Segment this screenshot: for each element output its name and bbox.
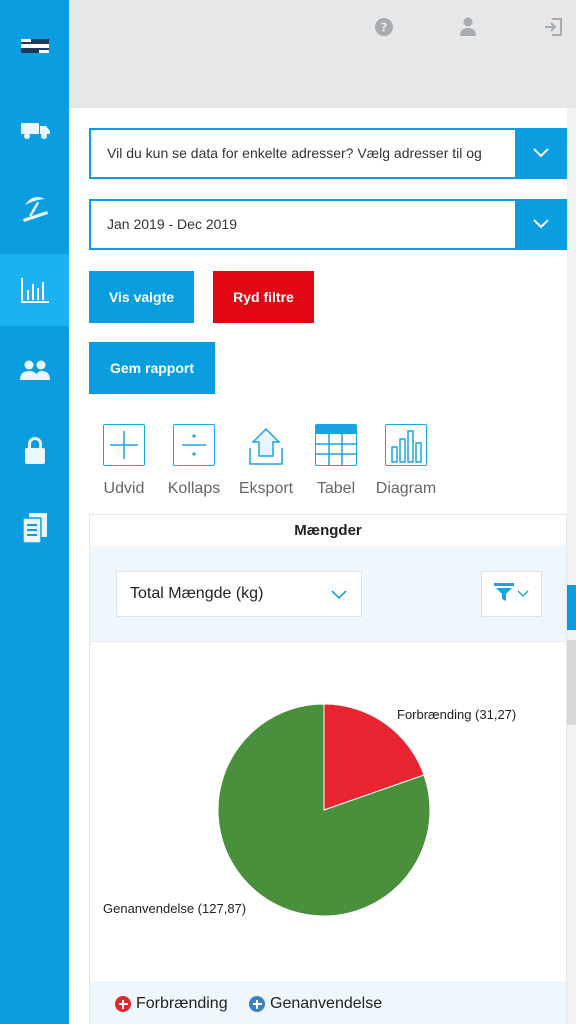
date-range-toggle[interactable] [515, 199, 567, 250]
chart-filter-button[interactable] [481, 571, 542, 617]
scrollbar-thumb[interactable] [567, 585, 576, 630]
chevron-down-icon [517, 585, 529, 603]
lock-icon [23, 435, 47, 465]
svg-text:?: ? [381, 21, 388, 35]
legend-label: Forbrænding [136, 995, 228, 1012]
expand-tool[interactable]: Udvid [101, 424, 147, 498]
chart-card: Mængder Total Mængde (kg) Forbrænding [89, 514, 567, 1024]
measure-dropdown-value: Total Mængde (kg) [130, 585, 264, 602]
sidebar-item-security[interactable] [0, 414, 69, 486]
users-icon [19, 359, 51, 381]
chart-legend: Forbrænding Genanvendelse [90, 981, 566, 1024]
sidebar-logo[interactable] [0, 10, 69, 82]
bar-chart-icon [20, 276, 50, 304]
filter-icon [494, 582, 514, 606]
export-icon [245, 424, 287, 466]
clear-filters-button[interactable]: Ryd filtre [213, 271, 314, 323]
truck-icon [19, 119, 51, 141]
pie-slice-genanvendelse[interactable] [217, 703, 431, 917]
date-range-value: Jan 2019 - Dec 2019 [107, 216, 237, 232]
export-tool[interactable]: Eksport [236, 424, 296, 498]
collapse-tool[interactable]: Kollaps [166, 424, 222, 498]
diagram-icon [385, 424, 427, 466]
legend-item-forbraending[interactable]: Forbrænding [115, 995, 228, 1013]
chart-tool[interactable]: Diagram [373, 424, 439, 498]
table-tool[interactable]: Tabel [313, 424, 359, 498]
beach-umbrella-icon [19, 193, 51, 223]
sidebar-item-documents[interactable] [0, 492, 69, 564]
legend-plus-icon [249, 996, 265, 1012]
table-icon [315, 424, 357, 466]
expand-icon [103, 424, 145, 466]
flag-logo-icon [20, 39, 49, 53]
chart-controls: Total Mængde (kg) [90, 546, 566, 642]
show-selected-button[interactable]: Vis valgte [89, 271, 194, 323]
legend-item-genanvendelse[interactable]: Genanvendelse [249, 995, 382, 1013]
sidebar-item-holiday[interactable] [0, 172, 69, 244]
pie-label-forbraending: Forbrænding (31,27) [397, 707, 517, 722]
scrollbar-thumb-secondary[interactable] [567, 640, 576, 725]
chevron-down-icon [331, 587, 347, 605]
collapse-icon [173, 424, 215, 466]
address-select[interactable]: Vil du kun se data for enkelte adresser?… [89, 128, 567, 179]
pie-label-genanvendelse: Genanvendelse (127,87) [103, 901, 247, 916]
table-label: Tabel [316, 480, 356, 497]
save-report-button[interactable]: Gem rapport [89, 342, 215, 394]
export-label: Eksport [238, 480, 294, 497]
user-icon[interactable] [457, 16, 479, 38]
documents-icon [21, 512, 48, 544]
collapse-label: Kollaps [167, 480, 221, 497]
sidebar-item-users[interactable] [0, 334, 69, 406]
chevron-down-icon [533, 216, 549, 234]
pie-chart [217, 703, 431, 917]
expand-label: Udvid [103, 480, 145, 497]
logout-icon[interactable] [542, 16, 564, 38]
topbar: ? [69, 0, 576, 108]
legend-label: Genanvendelse [270, 995, 383, 1012]
address-select-placeholder: Vil du kun se data for enkelte adresser?… [107, 145, 482, 161]
measure-dropdown[interactable]: Total Mængde (kg) [116, 571, 362, 617]
sidebar-item-vehicles[interactable] [0, 94, 69, 166]
address-select-toggle[interactable] [515, 128, 567, 179]
chart-label: Diagram [375, 480, 437, 497]
help-icon[interactable]: ? [373, 16, 395, 38]
date-range-select[interactable]: Jan 2019 - Dec 2019 [89, 199, 567, 250]
card-title: Mængder [90, 515, 566, 546]
sidebar [0, 0, 69, 1024]
scrollbar-track[interactable] [567, 108, 576, 1024]
legend-plus-icon [115, 996, 131, 1012]
chevron-down-icon [533, 145, 549, 163]
sidebar-item-statistics[interactable] [0, 254, 69, 326]
